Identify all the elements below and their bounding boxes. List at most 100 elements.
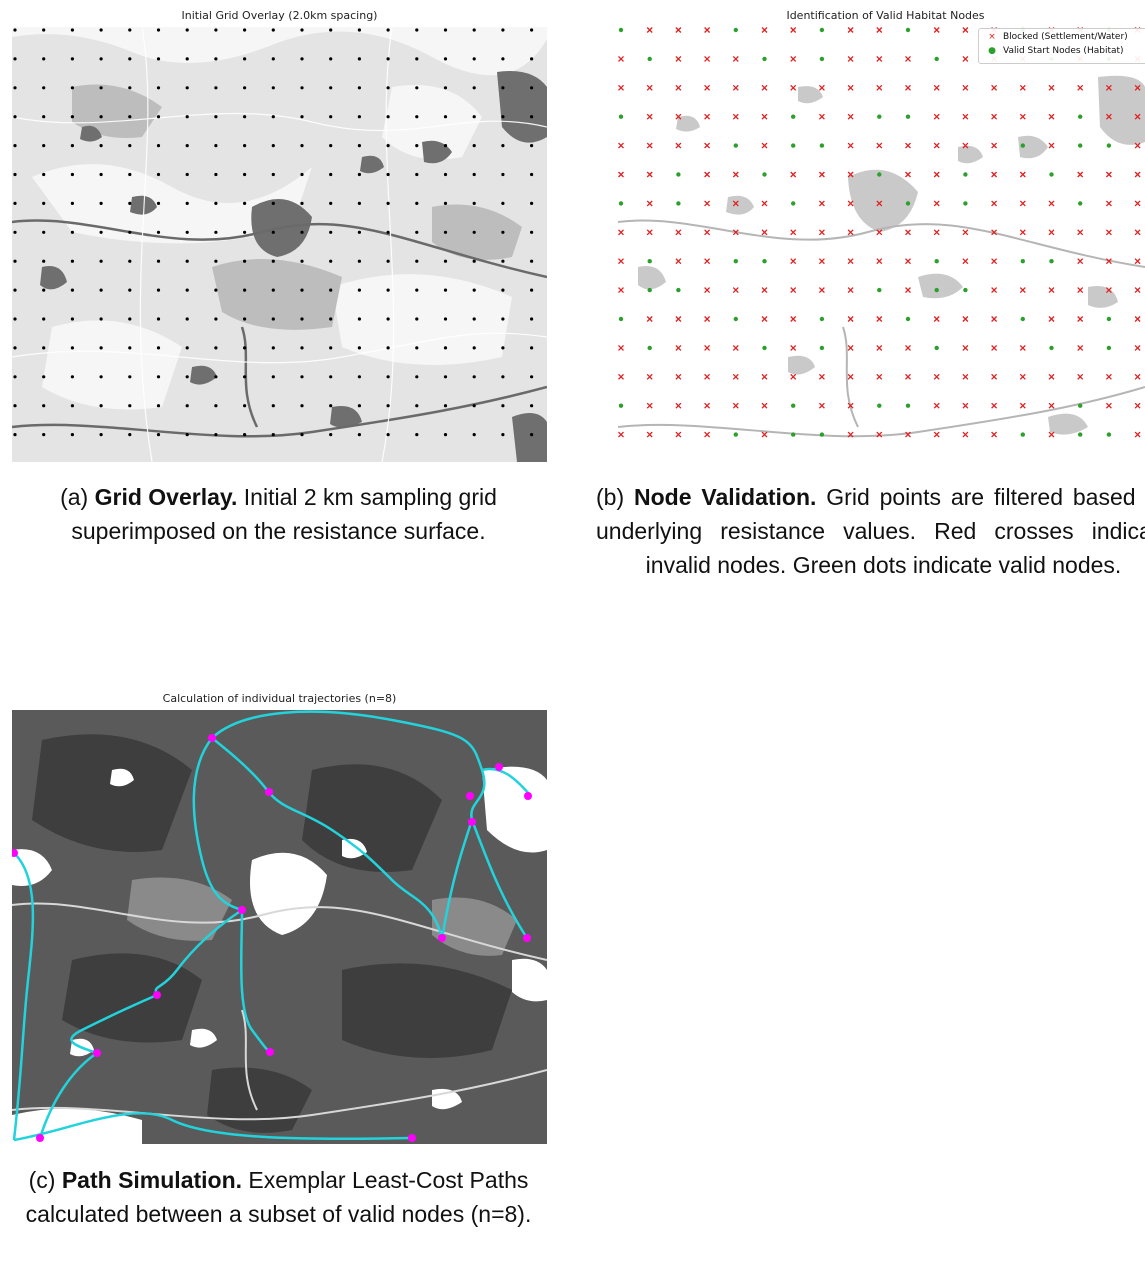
- grid-dot: [300, 346, 304, 350]
- grid-dot: [501, 433, 505, 437]
- blocked-node-marker: [732, 171, 739, 178]
- grid-dot: [70, 433, 74, 437]
- grid-dot: [243, 86, 247, 90]
- grid-dot: [185, 433, 189, 437]
- grid-dot: [42, 172, 46, 177]
- blocked-node-marker: [1077, 84, 1084, 91]
- grid-dot: [128, 346, 132, 350]
- grid-dot: [530, 433, 534, 437]
- blocked-node-marker: [905, 171, 911, 178]
- grid-dot: [472, 288, 476, 292]
- grid-dot: [415, 201, 419, 205]
- grid-dot: [70, 86, 74, 90]
- panel-c-caption-heading: Path Simulation.: [61, 1167, 243, 1193]
- grid-dot: [415, 115, 419, 119]
- valid-node-marker: [905, 403, 911, 408]
- grid-dot: [357, 288, 361, 292]
- blocked-node-marker: [933, 171, 940, 178]
- blocked-node-marker: [704, 142, 711, 149]
- blocked-node-marker: [790, 171, 797, 178]
- grid-dot: [185, 57, 189, 61]
- blocked-node-marker: [1048, 200, 1055, 207]
- blocked-node-marker: [1134, 287, 1141, 294]
- blocked-node-marker: [1019, 229, 1026, 236]
- valid-node-marker: [819, 432, 825, 437]
- grid-dot: [443, 201, 448, 205]
- blocked-node-marker: [1077, 344, 1084, 351]
- valid-node-marker: [934, 259, 939, 264]
- valid-node-marker: [877, 172, 882, 177]
- grid-dot: [300, 317, 304, 321]
- grid-dot: [530, 201, 534, 205]
- grid-dot: [214, 259, 218, 263]
- blocked-node-marker: [646, 84, 653, 91]
- blocked-node-marker: [962, 229, 969, 236]
- grid-dot: [329, 317, 333, 321]
- blocked-node-marker: [732, 55, 739, 62]
- blocked-node-marker: [1048, 402, 1055, 409]
- grid-dot: [329, 404, 333, 408]
- grid-dot: [243, 144, 247, 148]
- legend-blocked-label: Blocked (Settlement/Water): [1003, 32, 1128, 42]
- grid-dot: [386, 115, 390, 119]
- grid-dot: [185, 172, 189, 177]
- blocked-node-marker: [876, 55, 883, 62]
- grid-dot: [99, 230, 103, 234]
- blocked-node-marker: [704, 229, 711, 236]
- blocked-node-marker: [675, 431, 682, 438]
- blocked-node-marker: [732, 113, 739, 120]
- valid-node-marker: [877, 114, 882, 119]
- grid-dot: [99, 433, 103, 437]
- blocked-node-marker: [732, 84, 739, 91]
- panel-c-map: [12, 710, 547, 1144]
- blocked-node-marker: [818, 402, 825, 409]
- blocked-node-marker: [761, 113, 768, 120]
- valid-node-marker: [1020, 316, 1025, 322]
- grid-dot: [70, 259, 74, 263]
- grid-dot: [300, 86, 304, 90]
- blocked-node-marker: [1019, 402, 1026, 409]
- valid-node-marker: [676, 287, 681, 293]
- grid-dot: [243, 288, 247, 292]
- legend-valid-label: Valid Start Nodes (Habitat): [1003, 46, 1124, 56]
- blocked-node-marker: [818, 229, 825, 236]
- grid-dot: [472, 86, 476, 90]
- blocked-node-marker: [1077, 287, 1084, 294]
- valid-node-marker: [877, 287, 882, 293]
- grid-dot: [214, 404, 218, 408]
- grid-dot: [271, 375, 275, 379]
- blocked-node-marker: [905, 431, 911, 438]
- blocked-node-marker: [1077, 229, 1084, 236]
- grid-dot: [185, 144, 189, 148]
- grid-dot: [472, 317, 476, 321]
- grid-dot: [443, 288, 448, 292]
- blocked-node-marker: [876, 229, 883, 236]
- grid-dot: [128, 201, 132, 205]
- blocked-node-marker: [1105, 373, 1112, 380]
- grid-dot: [300, 433, 304, 437]
- panel-b-caption-label: (b): [596, 484, 625, 510]
- blocked-node-marker: [847, 316, 854, 322]
- blocked-node-marker: [646, 200, 653, 207]
- grid-dot: [13, 317, 17, 321]
- grid-dot: [70, 144, 74, 148]
- grid-dot: [128, 259, 132, 263]
- grid-dot: [443, 259, 448, 263]
- grid-dot: [271, 433, 275, 437]
- grid-dot: [472, 172, 476, 177]
- grid-dot: [443, 144, 448, 148]
- grid-dot: [501, 115, 505, 119]
- grid-dot: [472, 404, 476, 408]
- grid-dot: [357, 201, 361, 205]
- blocked-node-marker: [761, 316, 768, 322]
- valid-node-marker: [791, 201, 796, 206]
- grid-dot: [329, 230, 333, 234]
- grid-dot: [243, 375, 247, 379]
- blocked-node-marker: [1048, 287, 1055, 294]
- grid-dot: [42, 288, 46, 292]
- valid-node-marker: [905, 316, 911, 322]
- grid-dot: [300, 288, 304, 292]
- grid-dot: [530, 317, 534, 321]
- grid-dot: [357, 144, 361, 148]
- blocked-node-marker: [761, 200, 768, 207]
